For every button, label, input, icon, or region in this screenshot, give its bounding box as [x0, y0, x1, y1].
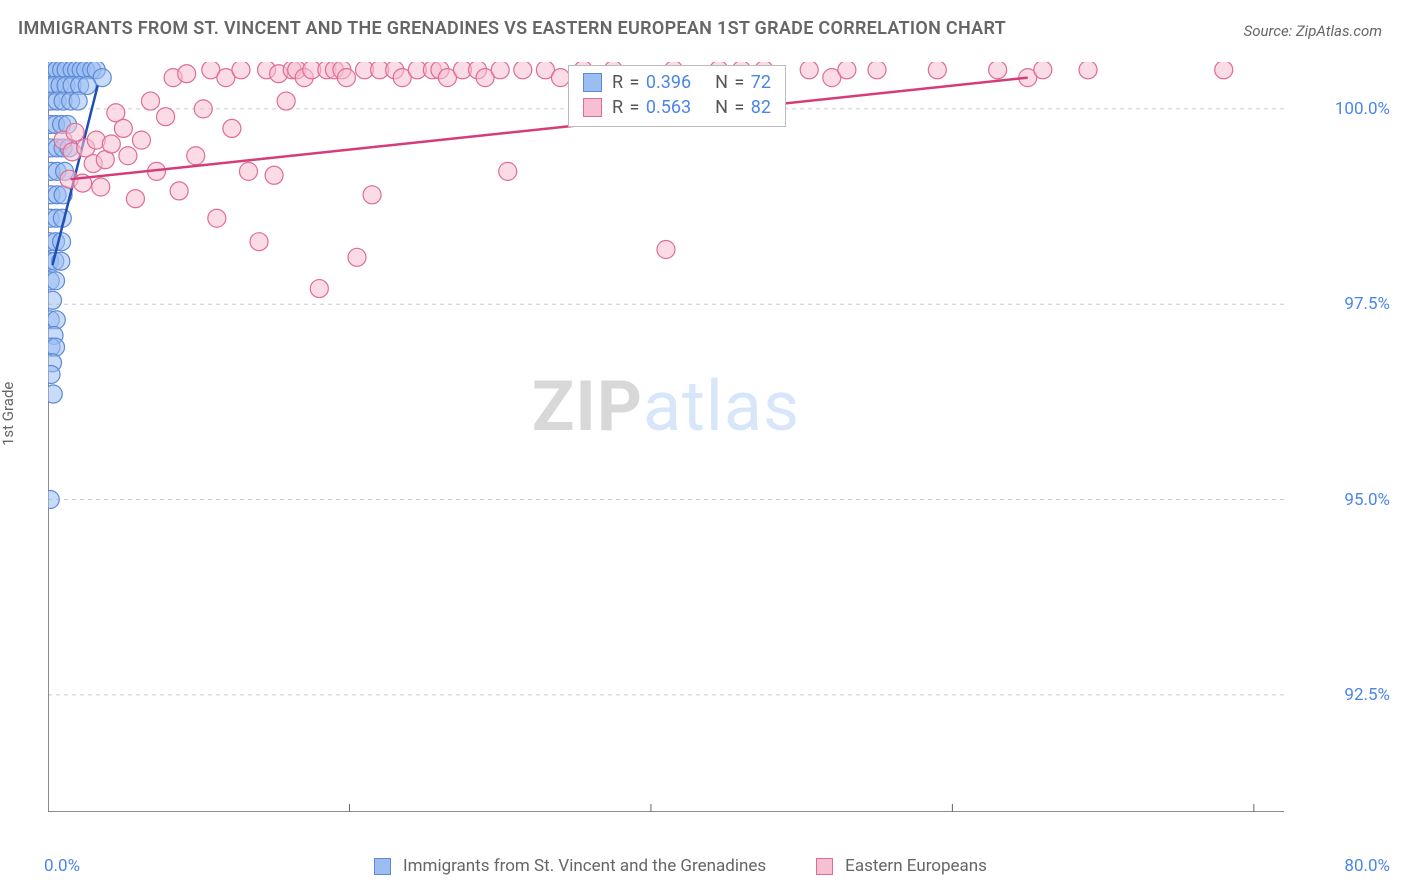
- legend-label: Immigrants from St. Vincent and the Gren…: [403, 856, 766, 876]
- stats-n: N = 82: [715, 97, 771, 118]
- legend-swatch: [374, 858, 391, 875]
- watermark: ZIPatlas: [532, 366, 800, 448]
- stats-row: R = 0.396 N = 72: [583, 72, 771, 93]
- y-tick-label: 97.5%: [1344, 294, 1390, 314]
- stats-r: R = 0.563: [612, 97, 691, 118]
- stats-n: N = 72: [715, 72, 771, 93]
- stats-swatch: [583, 73, 602, 92]
- series-legend: Immigrants from St. Vincent and the Gren…: [374, 856, 987, 876]
- source-credit: Source: ZipAtlas.com: [1244, 22, 1382, 40]
- watermark-atlas: atlas: [643, 366, 800, 448]
- x-tick-label: 80.0%: [1344, 856, 1390, 876]
- y-tick-label: 92.5%: [1344, 685, 1390, 705]
- watermark-zip: ZIP: [532, 366, 643, 448]
- source-label: Source:: [1244, 22, 1296, 40]
- source-link[interactable]: ZipAtlas.com: [1296, 22, 1382, 40]
- legend-item: Eastern Europeans: [816, 856, 987, 876]
- legend-item: Immigrants from St. Vincent and the Gren…: [374, 856, 766, 876]
- correlation-stats-box: R = 0.396 N = 72 R = 0.563 N = 82: [568, 65, 786, 127]
- x-tick-label: 0.0%: [44, 856, 80, 876]
- y-tick-label: 100.0%: [1335, 99, 1390, 119]
- y-tick-label: 95.0%: [1344, 490, 1390, 510]
- legend-swatch: [816, 858, 833, 875]
- stats-swatch: [583, 98, 602, 117]
- stats-row: R = 0.563 N = 82: [583, 97, 771, 118]
- stats-r: R = 0.396: [612, 72, 691, 93]
- chart-title: IMMIGRANTS FROM ST. VINCENT AND THE GREN…: [18, 18, 1006, 39]
- chart-plot-area: ZIPatlas R = 0.396 N = 72 R = 0.563 N = 82: [48, 62, 1284, 812]
- y-axis-label: 1st Grade: [0, 382, 17, 446]
- legend-label: Eastern Europeans: [845, 856, 987, 876]
